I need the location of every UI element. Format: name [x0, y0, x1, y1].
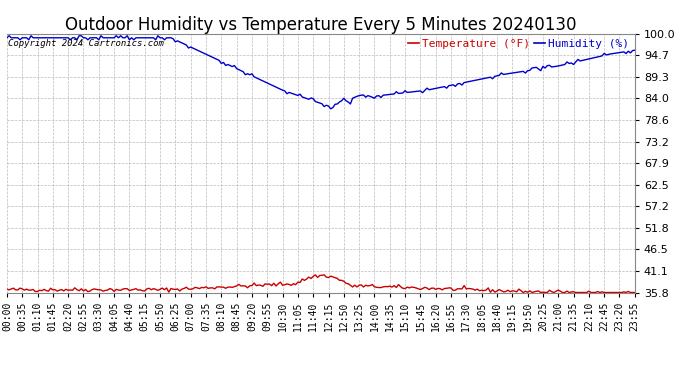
Title: Outdoor Humidity vs Temperature Every 5 Minutes 20240130: Outdoor Humidity vs Temperature Every 5 …	[65, 16, 577, 34]
Text: Copyright 2024 Cartronics.com: Copyright 2024 Cartronics.com	[8, 39, 164, 48]
Legend: Temperature (°F), Humidity (%): Temperature (°F), Humidity (%)	[408, 39, 629, 49]
